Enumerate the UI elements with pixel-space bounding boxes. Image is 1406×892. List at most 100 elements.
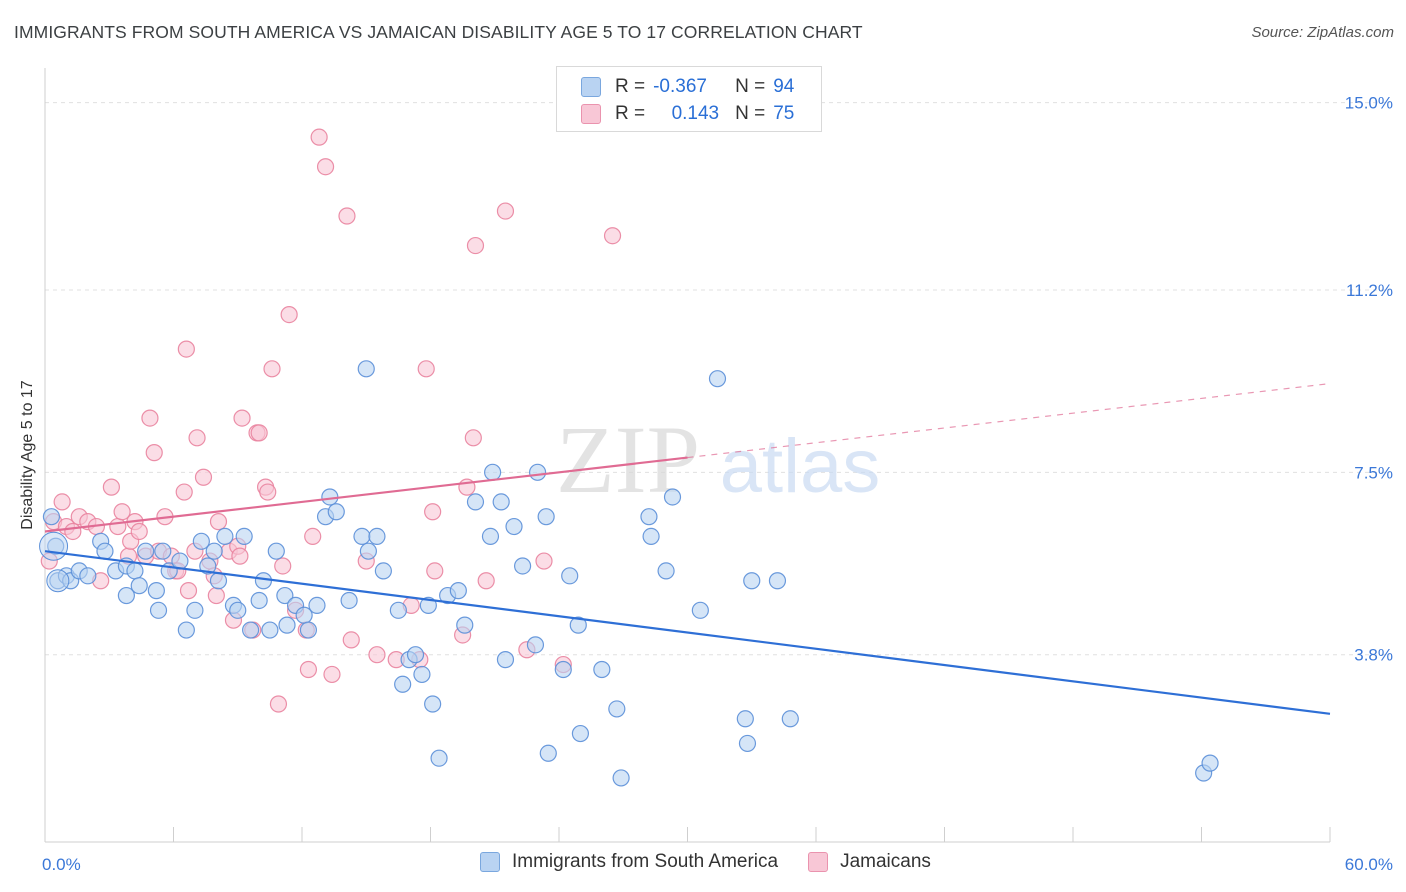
south-america-point (708, 370, 727, 388)
south-america-point (216, 527, 234, 546)
south-america-point (492, 493, 510, 511)
jamaicans-point (323, 665, 341, 684)
jamaicans-point (316, 158, 335, 176)
south-america-point (177, 621, 195, 639)
jamaicans-point (177, 340, 195, 358)
south-america-point (327, 503, 345, 521)
watermark: ZIP atlas (556, 406, 880, 513)
x-tick-label: 60.0% (1345, 855, 1393, 874)
south-america-point (449, 582, 467, 600)
south-america-point (229, 601, 247, 619)
south-america-point (154, 542, 172, 560)
legend-label-south-america: Immigrants from South America (512, 851, 779, 872)
south-america-point (561, 567, 579, 585)
south-america-point (267, 542, 285, 560)
south-america-point (149, 601, 168, 619)
legend: R = -0.367 N = 94 R = 0.143 N = 75 (556, 66, 822, 132)
south-america-point (537, 508, 555, 526)
legend-r-value: 0.143 (671, 103, 720, 124)
jamaicans-point (304, 527, 322, 546)
south-america-point (357, 360, 375, 378)
south-america-point (466, 493, 485, 511)
south-america-point (42, 508, 61, 526)
south-america-point (79, 567, 97, 585)
legend-swatch-blue (581, 77, 601, 97)
bottom-legend: Immigrants from South America Jamaicans (480, 851, 961, 873)
south-america-point (250, 591, 268, 610)
legend-swatch-pink (581, 104, 601, 124)
x-tick-label: 0.0% (42, 855, 81, 874)
south-america-point (513, 557, 532, 575)
south-america-point (456, 616, 474, 634)
south-america-point (781, 710, 799, 728)
south-america-trend-line (44, 550, 1331, 715)
south-america-point (569, 616, 587, 634)
south-america-point (299, 621, 318, 639)
south-america-point (308, 596, 326, 615)
jamaicans-point (424, 503, 442, 521)
jamaicans-point (464, 429, 482, 447)
jamaicans-point (496, 202, 515, 220)
south-america-point (235, 527, 253, 546)
south-america-point (743, 572, 761, 590)
south-america-point (46, 569, 70, 593)
axes (44, 68, 1331, 843)
chart-title: IMMIGRANTS FROM SOUTH AMERICA VS JAMAICA… (14, 22, 863, 42)
jamaicans-point (109, 517, 127, 536)
y-tick-label: 7.5% (1354, 463, 1393, 482)
jamaicans-point (263, 360, 281, 378)
jamaicans-point (141, 409, 159, 427)
chart-source: Source: ZipAtlas.com (1251, 24, 1394, 41)
legend-label-jamaicans: Jamaicans (840, 851, 931, 872)
legend-item-jamaicans: Jamaicans (808, 851, 931, 873)
jamaicans-point (368, 646, 386, 664)
south-america-point (340, 591, 358, 610)
south-america-point (96, 542, 114, 560)
south-america-point (640, 508, 658, 526)
jamaicans-point (250, 424, 268, 442)
south-america-point (484, 463, 502, 481)
south-america-point (205, 542, 223, 560)
south-america-point (39, 531, 69, 561)
y-tick-label: 11.2% (1346, 281, 1393, 300)
south-america-point (209, 572, 228, 590)
south-america-point (126, 562, 144, 580)
south-america-point (481, 527, 500, 546)
south-america-point (406, 646, 425, 664)
y-tick-label: 15.0% (1345, 94, 1393, 113)
south-america-point (608, 700, 626, 718)
jamaicans-point (299, 660, 318, 679)
legend-n-label: N = (735, 103, 766, 124)
south-america-point (738, 734, 757, 753)
south-america-point (691, 601, 709, 619)
jamaicans-point (466, 236, 485, 255)
jamaicans-point (269, 695, 288, 713)
jamaicans-point (53, 493, 71, 511)
south-america-point (137, 542, 155, 560)
jamaicans-point (188, 429, 206, 447)
watermark-atlas: atlas (720, 424, 881, 509)
legend-n-value: 94 (773, 76, 795, 97)
south-america-point (368, 527, 386, 546)
jamaicans-point (477, 572, 495, 590)
jamaicans-point (102, 478, 120, 496)
south-america-point (147, 582, 165, 600)
trend-lines (44, 383, 1331, 715)
legend-r-label: R = (615, 103, 646, 124)
south-america-point (505, 517, 523, 536)
south-america-point (117, 586, 135, 605)
jamaicans-point (417, 360, 435, 378)
legend-swatch-pink (808, 852, 829, 872)
south-america-point (192, 532, 210, 550)
jamaicans-point (64, 522, 82, 541)
jamaicans-point (280, 305, 298, 324)
south-america-point (254, 572, 273, 590)
south-america-point (389, 601, 407, 619)
south-america-point (199, 557, 217, 575)
south-america-point (374, 562, 392, 580)
south-america-point (736, 710, 754, 728)
jamaicans-point (310, 128, 328, 146)
south-america-point (571, 724, 590, 743)
jamaicans-point (130, 522, 148, 541)
legend-r-value: -0.367 (653, 76, 707, 97)
